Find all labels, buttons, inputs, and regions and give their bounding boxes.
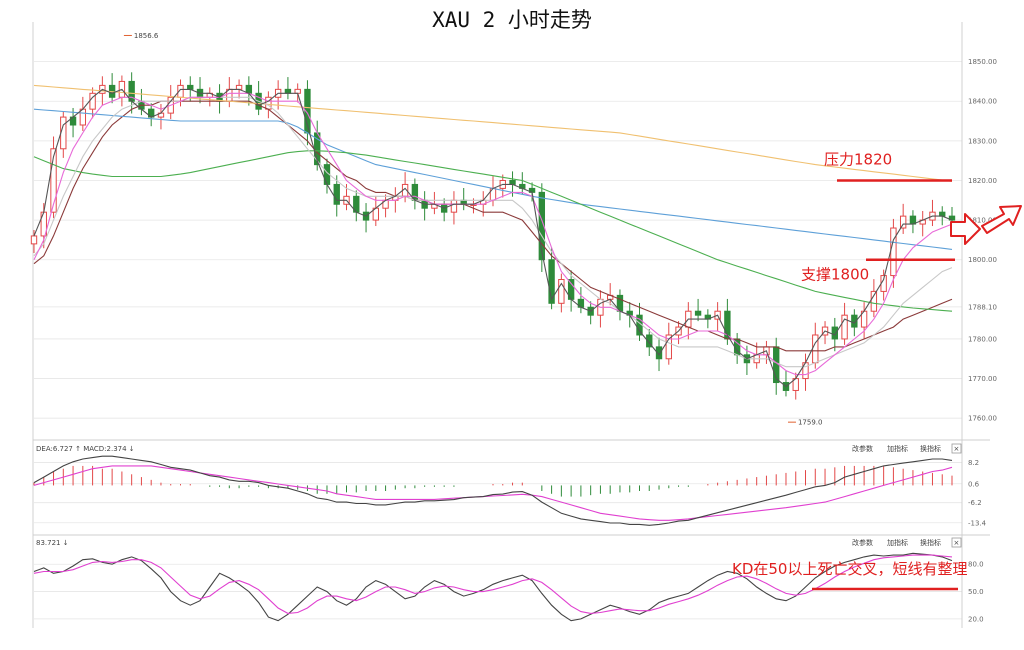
y-tick-label: 0.6 xyxy=(968,480,980,488)
candle-body xyxy=(655,346,663,360)
macd-macd-line xyxy=(33,455,953,526)
candle-body xyxy=(509,179,516,185)
moving-average-line xyxy=(33,92,953,376)
y-tick-label: 1788.10 xyxy=(968,303,997,311)
candle-body xyxy=(187,84,194,90)
candle-body xyxy=(694,310,702,316)
close-icon[interactable] xyxy=(951,443,962,454)
indicator-button[interactable]: 换指标 xyxy=(920,444,941,453)
candle-body xyxy=(812,334,819,364)
candle-body xyxy=(851,314,858,328)
moving-average-line xyxy=(33,100,953,352)
indicator-button[interactable]: 换指标 xyxy=(920,538,941,547)
y-tick-label: 1760.00 xyxy=(968,415,997,423)
y-tick-label: 8.2 xyxy=(968,459,979,467)
y-tick-label: -6.2 xyxy=(968,499,982,507)
candle-body xyxy=(831,326,838,340)
moving-average-line xyxy=(33,84,953,182)
indicator-button[interactable]: 改参数 xyxy=(852,538,873,547)
moving-average-line xyxy=(33,96,953,368)
kd-d-line xyxy=(33,554,953,614)
candle-body xyxy=(450,199,458,213)
y-tick-label: 1800.00 xyxy=(968,256,997,264)
chart-title: XAU 2 小时走势 xyxy=(432,8,592,32)
y-tick-label: 1780.00 xyxy=(968,335,997,343)
arrow-right-icon xyxy=(950,213,981,245)
indicator-button[interactable]: 加指标 xyxy=(887,444,908,453)
candle-body xyxy=(558,279,565,304)
macd-header: DEA:6.727 ↑ MACD:2.374 ↓ xyxy=(36,445,135,453)
candle-body xyxy=(665,334,672,360)
candle-body xyxy=(548,259,555,304)
candle-body xyxy=(939,211,946,217)
candle-body xyxy=(79,108,87,126)
kd-k-line xyxy=(33,552,953,622)
candle-body xyxy=(30,235,38,245)
candle-body xyxy=(646,334,653,348)
y-tick-label: 50.0 xyxy=(968,588,984,596)
close-button[interactable]: × xyxy=(954,445,960,453)
y-tick-label: 20.0 xyxy=(968,615,984,623)
moving-average-line xyxy=(33,88,953,388)
kd-header: 83.721 ↓ xyxy=(36,539,69,547)
candle-body xyxy=(284,88,292,94)
macd-dea-line xyxy=(33,465,953,521)
moving-average-line xyxy=(33,150,953,312)
candle-body xyxy=(899,215,907,229)
y-tick-label: 1840.00 xyxy=(968,98,997,106)
candle-body xyxy=(538,191,546,261)
low-label: 1759.0 xyxy=(798,419,823,427)
y-tick-label: 1820.00 xyxy=(968,177,997,185)
candle-body xyxy=(333,183,340,205)
candle-body xyxy=(841,314,848,340)
arrow-up-right-icon xyxy=(981,205,1022,234)
y-tick-label: 1810.00 xyxy=(968,217,997,225)
candle-body xyxy=(50,148,57,213)
kd-note-label: KD在50以上死亡交叉，短线有整理 xyxy=(732,560,967,578)
support-label: 支撑1800 xyxy=(801,266,869,284)
y-tick-label: 1850.00 xyxy=(968,58,997,66)
indicator-button[interactable]: 改参数 xyxy=(852,444,873,453)
indicator-button[interactable]: 加指标 xyxy=(887,538,908,547)
high-label: 1856.6 xyxy=(134,32,159,40)
y-tick-label: -13.4 xyxy=(968,519,987,527)
close-button[interactable]: × xyxy=(954,539,960,547)
y-tick-label: 80.0 xyxy=(968,561,984,569)
candle-body xyxy=(235,84,243,90)
candle-body xyxy=(870,290,878,312)
candle-body xyxy=(890,227,897,277)
candle-body xyxy=(294,88,301,94)
resistance-label: 压力1820 xyxy=(824,150,892,168)
close-icon[interactable] xyxy=(951,537,962,548)
y-tick-label: 1830.00 xyxy=(968,137,997,145)
y-tick-label: 1770.00 xyxy=(968,375,997,383)
